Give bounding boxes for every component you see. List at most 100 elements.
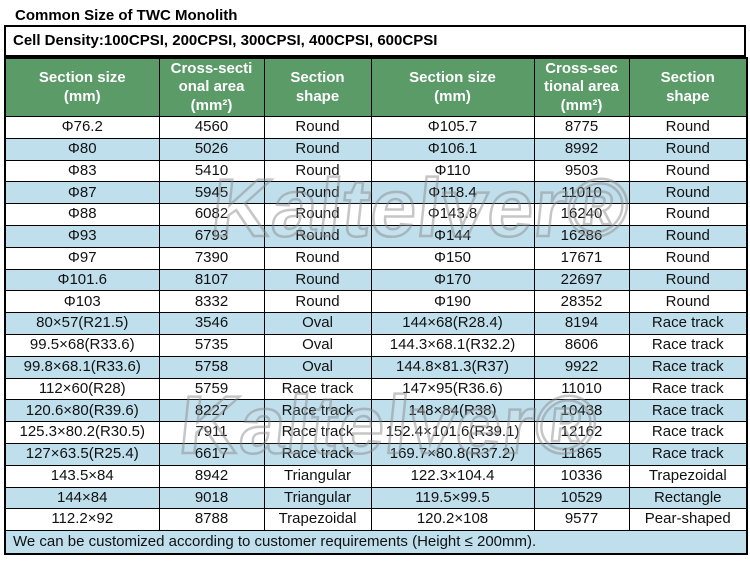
section-size-cell: Φ190 [370, 290, 535, 314]
cross-sectional-area-cell: 16286 [533, 224, 630, 248]
cross-sectional-area-cell: 3546 [158, 312, 265, 335]
section-size-cell: Φ105.7 [370, 116, 535, 139]
section-size-cell: 120.6×80(R39.6) [4, 399, 160, 423]
table-row: 120.6×80(R39.6) 8227 Race track 148×84(R38)… [4, 399, 748, 423]
section-size-cell: Φ110 [370, 159, 535, 183]
cross-sectional-area-cell: 9922 [533, 355, 630, 379]
cross-sectional-area-cell: 9018 [158, 486, 265, 510]
table-row: Φ101.6 8107 Round Φ170 22697 Round [4, 268, 748, 292]
section-shape-cell: Race track [263, 421, 372, 444]
cross-sectional-area-cell: 7390 [158, 246, 265, 270]
table-header-row: Section size (mm) Cross-secti onal area … [4, 57, 748, 117]
cross-sectional-area-cell: 7911 [158, 421, 265, 444]
section-shape-cell: Round [628, 181, 748, 205]
section-size-cell: Φ87 [4, 181, 160, 205]
cell-density-banner: Cell Density:100CPSI, 200CPSI, 300CPSI, … [4, 25, 746, 57]
section-size-cell: 99.8×68.1(R33.6) [4, 355, 160, 379]
cross-sectional-area-cell: 11010 [533, 377, 630, 401]
section-size-cell: 144×84 [4, 486, 160, 510]
cross-sectional-area-cell: 11010 [533, 181, 630, 205]
section-size-cell: 169.7×80.8(R37.2) [370, 442, 535, 466]
section-size-cell: Φ103 [4, 290, 160, 314]
cross-sectional-area-cell: 22697 [533, 268, 630, 292]
section-shape-cell: Round [263, 159, 372, 183]
cross-sectional-area-cell: 8227 [158, 399, 265, 423]
table-row: Φ88 6082 Round Φ143.8 16240 Round [4, 203, 748, 226]
section-shape-cell: Round [628, 203, 748, 226]
cross-sectional-area-cell: 8606 [533, 333, 630, 357]
cross-sectional-area-cell: 5026 [158, 137, 265, 161]
section-shape-cell: Round [263, 203, 372, 226]
section-shape-cell: Trapezoidal [628, 464, 748, 488]
section-shape-cell: Race track [263, 442, 372, 466]
cross-sectional-area-cell: 8992 [533, 137, 630, 161]
section-shape-cell: Round [263, 181, 372, 205]
cross-sectional-area-cell: 5410 [158, 159, 265, 183]
header-section-shape-right: Section shape [628, 57, 748, 117]
section-shape-cell: Round [263, 116, 372, 139]
table-row: 112×60(R28) 5759 Race track 147×95(R36.6) 11… [4, 377, 748, 401]
section-shape-cell: Oval [263, 355, 372, 379]
section-size-cell: Φ93 [4, 224, 160, 248]
section-shape-cell: Triangular [263, 464, 372, 488]
section-shape-cell: Race track [628, 377, 748, 401]
cross-sectional-area-cell: 8775 [533, 116, 630, 139]
section-shape-cell: Rectangle [628, 486, 748, 510]
section-shape-cell: Round [628, 246, 748, 270]
table-row: Φ93 6793 Round Φ144 16286 Round [4, 224, 748, 248]
section-size-cell: 148×84(R38) [370, 399, 535, 423]
section-shape-cell: Round [263, 268, 372, 292]
header-cross-sectional-area-left: Cross-secti onal area (mm²) [158, 57, 265, 117]
section-shape-cell: Round [628, 268, 748, 292]
header-section-shape-left: Section shape [263, 57, 372, 117]
section-size-cell: Φ88 [4, 203, 160, 226]
table-row: 99.5×68(R33.6) 5735 Oval 144.3×68.1(R32.2) 8… [4, 333, 748, 357]
section-shape-cell: Round [263, 137, 372, 161]
section-size-cell: 120.2×108 [370, 508, 535, 532]
section-shape-cell: Round [628, 116, 748, 139]
table-row: Φ76.2 4560 Round Φ105.7 8775 Round [4, 116, 748, 139]
cross-sectional-area-cell: 8107 [158, 268, 265, 292]
section-size-cell: Φ101.6 [4, 268, 160, 292]
table-row: Φ83 5410 Round Φ110 9503 Round [4, 159, 748, 183]
cross-sectional-area-cell: 10438 [533, 399, 630, 423]
table-row: Φ97 7390 Round Φ150 17671 Round [4, 246, 748, 270]
section-size-cell: 144×68(R28.4) [370, 312, 535, 335]
section-shape-cell: Race track [628, 399, 748, 423]
cross-sectional-area-cell: 8194 [533, 312, 630, 335]
table-row: Φ87 5945 Round Φ118.4 11010 Round [4, 181, 748, 205]
section-shape-cell: Race track [628, 355, 748, 379]
section-size-cell: 125.3×80.2(R30.5) [4, 421, 160, 444]
section-shape-cell: Round [628, 224, 748, 248]
section-shape-cell: Race track [628, 421, 748, 444]
section-shape-cell: Round [628, 137, 748, 161]
section-size-cell: Φ170 [370, 268, 535, 292]
section-size-cell: 127×63.5(R25.4) [4, 442, 160, 466]
cross-sectional-area-cell: 6082 [158, 203, 265, 226]
cross-sectional-area-cell: 4560 [158, 116, 265, 139]
section-size-cell: Φ143.8 [370, 203, 535, 226]
section-shape-cell: Round [263, 246, 372, 270]
section-shape-cell: Trapezoidal [263, 508, 372, 532]
cross-sectional-area-cell: 10336 [533, 464, 630, 488]
section-size-cell: Φ97 [4, 246, 160, 270]
cross-sectional-area-cell: 9577 [533, 508, 630, 532]
footer-note: We can be customized according to custom… [4, 530, 748, 555]
cross-sectional-area-cell: 28352 [533, 290, 630, 314]
cross-sectional-area-cell: 6793 [158, 224, 265, 248]
section-shape-cell: Race track [263, 377, 372, 401]
section-size-cell: 99.5×68(R33.6) [4, 333, 160, 357]
section-size-cell: 112.2×92 [4, 508, 160, 532]
spec-table: Section size (mm) Cross-secti onal area … [4, 57, 748, 556]
table-row: Φ103 8332 Round Φ190 28352 Round [4, 290, 748, 314]
section-shape-cell: Pear-shaped [628, 508, 748, 532]
section-size-cell: Φ80 [4, 137, 160, 161]
section-shape-cell: Race track [628, 312, 748, 335]
section-shape-cell: Round [263, 290, 372, 314]
section-size-cell: 112×60(R28) [4, 377, 160, 401]
section-size-cell: 144.8×81.3(R37) [370, 355, 535, 379]
section-size-cell: 147×95(R36.6) [370, 377, 535, 401]
cross-sectional-area-cell: 8788 [158, 508, 265, 532]
cross-sectional-area-cell: 8332 [158, 290, 265, 314]
